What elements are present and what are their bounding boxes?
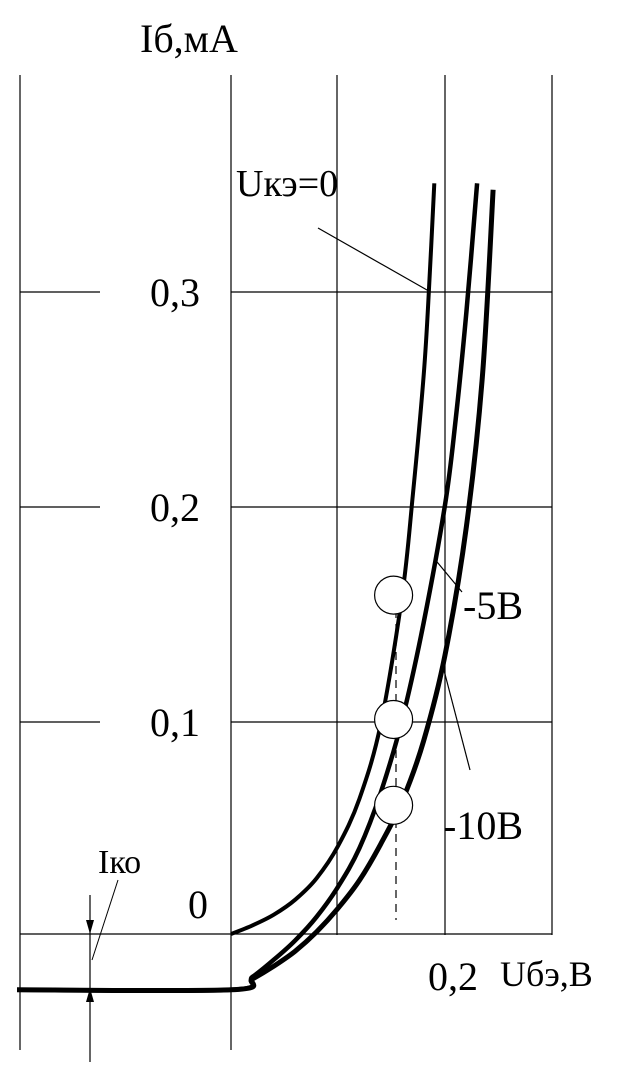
x-axis-label: Uбэ,В [500,954,593,994]
series-label-uce0: Uкэ=0 [236,163,338,205]
y-tick-0.1: 0,1 [150,700,200,745]
leader-10v [442,665,471,771]
operating-point-marker-3 [374,785,414,825]
series-uce-minus10 [16,189,496,994]
y-tick-0.3: 0,3 [150,270,200,315]
leader-uce0 [317,227,429,292]
series-label-10v: -10В [443,803,523,848]
y-axis-label: Iб,мА [140,16,238,61]
series-label-5v: -5В [463,583,523,628]
y-tick-0: 0 [188,882,208,927]
series-uce-0 [230,183,437,936]
y-tick-0.2: 0,2 [150,485,200,530]
x-tick-0.2: 0,2 [428,954,478,999]
leader-5v [433,558,463,593]
operating-point-marker-2 [374,699,414,740]
ico-label: Iко [98,844,141,881]
ico-leader [91,879,119,961]
operating-point-marker-1 [374,575,414,615]
ico-arrow-up [86,988,94,1002]
ico-arrow-down [86,920,94,934]
